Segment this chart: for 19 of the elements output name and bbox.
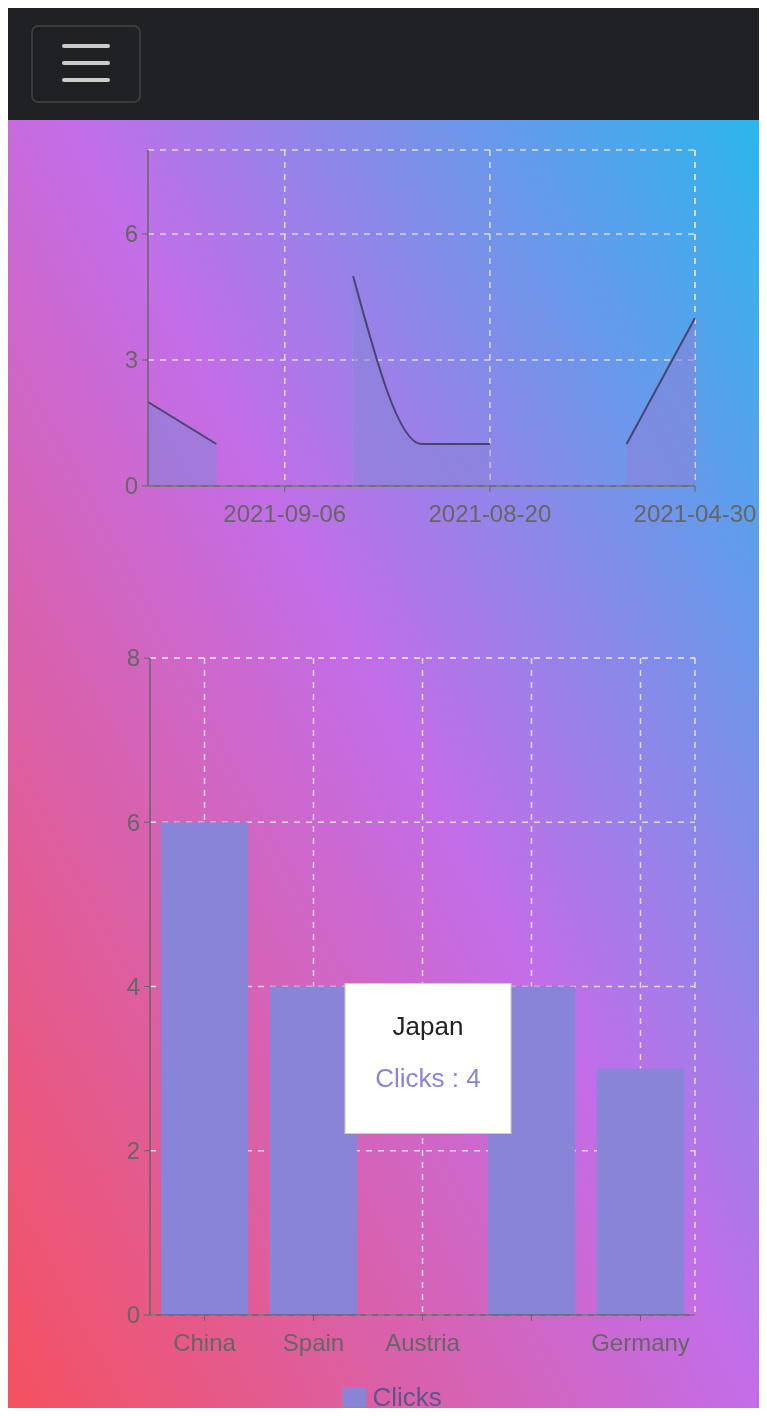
x-tick-label: Austria	[385, 1329, 461, 1356]
x-tick-label: China	[173, 1329, 237, 1356]
y-tick-label: 6	[124, 220, 138, 248]
x-tick-label: 2021-04-30	[633, 500, 757, 527]
x-tick-label: Spain	[282, 1329, 345, 1356]
y-tick-label: 4	[126, 972, 140, 1000]
y-tick-label: 3	[124, 346, 138, 374]
x-tick-label: 2021-09-06	[223, 500, 347, 527]
annotation: Clicks : 4	[375, 1062, 481, 1093]
x-tick-label: 2021-08-20	[428, 500, 552, 527]
y-tick-label: 8	[126, 644, 140, 672]
y-tick-label: 2	[126, 1137, 140, 1165]
x-tick-label: Germany	[591, 1329, 690, 1356]
tooltip-box: Japan Clicks : 4	[344, 983, 512, 1134]
annotation: Japan	[392, 1010, 464, 1041]
y-tick-label: 0	[124, 472, 138, 500]
y-tick-label: 6	[126, 808, 140, 836]
legend-label: Clicks	[372, 1382, 442, 1413]
y-tick-label: 0	[126, 1301, 140, 1329]
